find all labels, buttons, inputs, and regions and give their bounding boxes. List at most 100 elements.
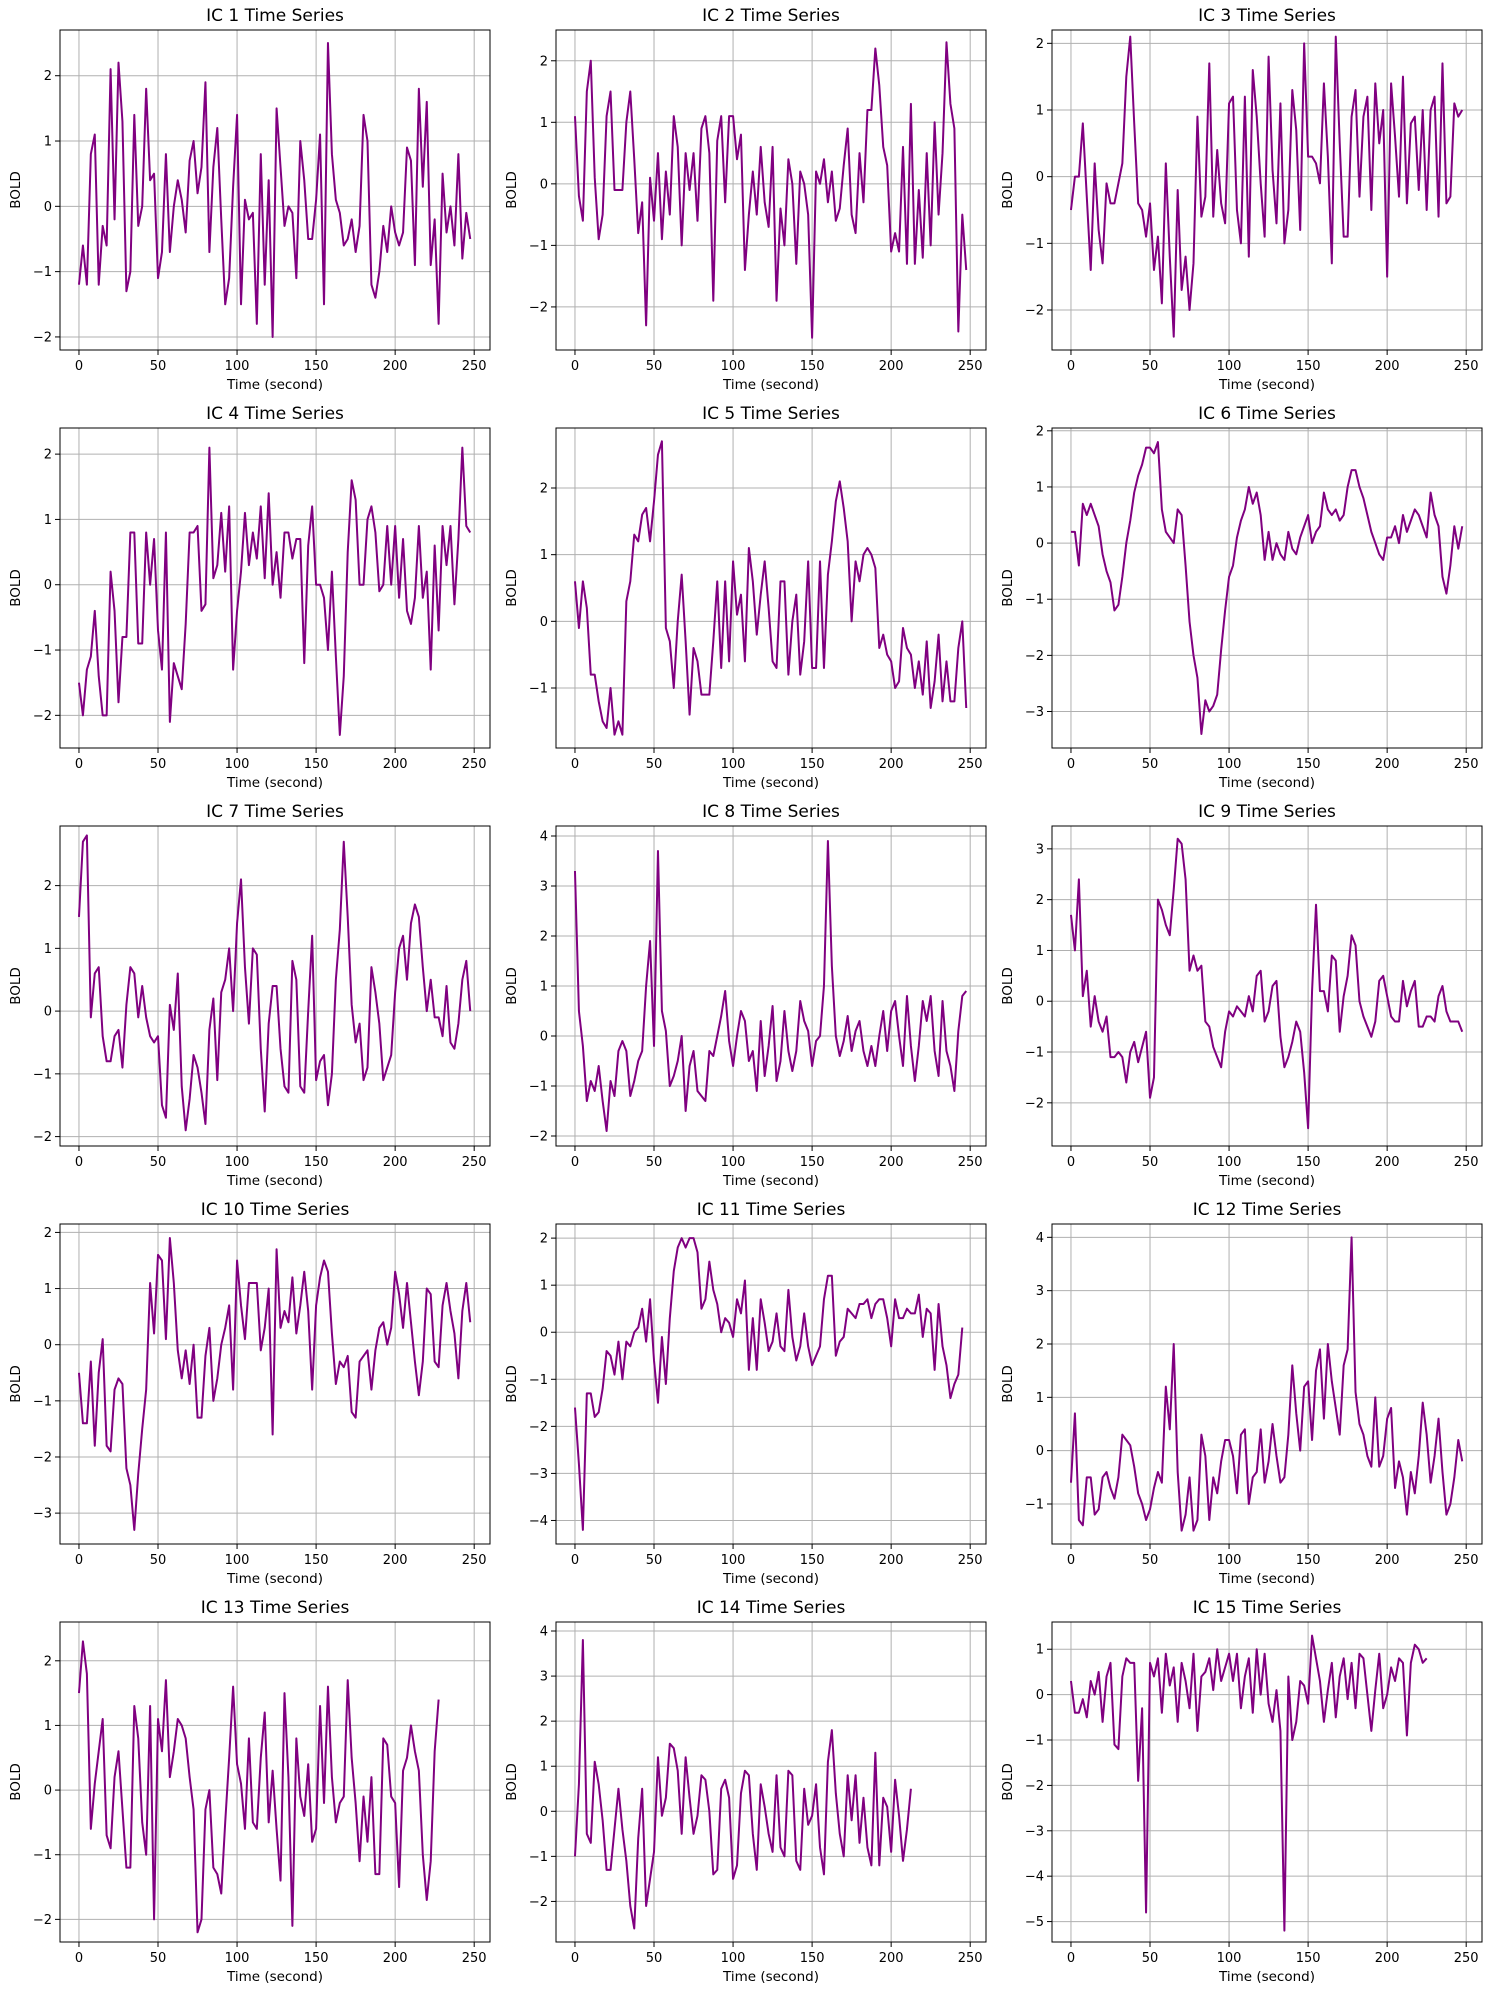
x-tick-label: 0 [571, 1553, 579, 1568]
y-tick-label: −1 [33, 1394, 52, 1409]
x-tick-label: 100 [721, 757, 746, 772]
y-axis-label: BOLD [8, 569, 24, 607]
x-tick-label: 50 [150, 1951, 167, 1966]
x-axis-label: Time (second) [1218, 1173, 1315, 1189]
chart-title: IC 3 Time Series [1198, 6, 1336, 26]
plot-frame [555, 29, 987, 351]
x-tick-label: 100 [1217, 757, 1242, 772]
y-tick-label: −1 [33, 265, 52, 280]
series-line-ic-6 [1070, 441, 1464, 735]
series-line-ic-7 [77, 834, 472, 1132]
chart-panel-ic-13: 0 50 100 150 200 250 −2 −1 0 1 2 IC 13 Time Series T… [8, 1598, 491, 1985]
x-tick-label: 200 [1375, 1155, 1400, 1170]
y-tick-label: 4 [1036, 1231, 1044, 1246]
x-tick-label: 50 [646, 1951, 663, 1966]
x-tick-label: 150 [800, 1553, 825, 1568]
chart-title: IC 10 Time Series [201, 1200, 350, 1220]
chart-panel-ic-2: 0 50 100 150 200 250 −2 −1 0 1 2 IC 2 Time Series Ti… [504, 6, 987, 393]
x-axis-label: Time (second) [722, 377, 819, 393]
chart-title: IC 11 Time Series [697, 1200, 846, 1220]
x-axis-label: Time (second) [226, 775, 323, 791]
x-tick-label: 200 [879, 757, 904, 772]
x-tick-label: 0 [1067, 1155, 1075, 1170]
chart-panel-ic-12: 0 50 100 150 200 250 −1 0 1 2 3 4 IC 12 Time Series T… [1000, 1200, 1483, 1587]
x-axis-label: Time (second) [1218, 1571, 1315, 1587]
y-tick-label: −3 [1025, 1824, 1044, 1839]
x-tick-label: 250 [1454, 1951, 1479, 1966]
y-tick-label: 1 [540, 980, 548, 995]
x-tick-label: 150 [800, 757, 825, 772]
x-tick-label: 50 [1142, 359, 1159, 374]
y-tick-label: −5 [1025, 1915, 1044, 1930]
x-tick-label: 250 [1454, 359, 1479, 374]
y-tick-label: −2 [529, 1895, 548, 1910]
series-line-ic-9 [1069, 837, 1464, 1130]
x-tick-label: 200 [879, 1553, 904, 1568]
y-axis-label: BOLD [1000, 171, 1016, 209]
x-axis-label: Time (second) [722, 775, 819, 791]
x-tick-label: 150 [800, 1951, 825, 1966]
x-tick-label: 0 [1067, 1553, 1075, 1568]
x-tick-label: 0 [1067, 757, 1075, 772]
y-tick-label: 4 [540, 830, 548, 845]
chart-title: IC 9 Time Series [1198, 802, 1336, 822]
y-axis-label: BOLD [504, 569, 520, 607]
plot-frame [59, 29, 491, 351]
y-tick-label: −3 [529, 1467, 548, 1482]
y-tick-label: 2 [44, 448, 52, 463]
x-tick-label: 200 [383, 757, 408, 772]
x-tick-label: 250 [1454, 1155, 1479, 1170]
y-tick-label: −1 [33, 1848, 52, 1863]
x-tick-label: 0 [571, 1155, 579, 1170]
x-tick-label: 100 [225, 757, 250, 772]
x-tick-label: 50 [1142, 1951, 1159, 1966]
y-tick-label: 0 [44, 578, 52, 593]
x-axis-label: Time (second) [722, 1969, 819, 1985]
y-tick-label: −3 [33, 1507, 52, 1522]
x-tick-label: 200 [383, 359, 408, 374]
x-tick-label: 100 [1217, 1155, 1242, 1170]
y-axis-label: BOLD [8, 967, 24, 1005]
x-tick-label: 250 [462, 359, 487, 374]
series-line-ic-10 [77, 1237, 472, 1531]
y-tick-label: 2 [540, 54, 548, 69]
x-axis-label: Time (second) [226, 1571, 323, 1587]
x-tick-label: 150 [800, 1155, 825, 1170]
y-tick-label: 0 [1036, 170, 1044, 185]
y-axis-label: BOLD [504, 967, 520, 1005]
chart-title: IC 4 Time Series [206, 404, 344, 424]
y-tick-label: 2 [44, 879, 52, 894]
x-tick-label: 0 [571, 757, 579, 772]
y-axis-label: BOLD [504, 1365, 520, 1403]
chart-panel-ic-9: 0 50 100 150 200 250 −2 −1 0 1 2 3 IC 9 Time Series T… [1000, 802, 1483, 1189]
plot-frame [555, 1223, 987, 1545]
series-line-ic-5 [573, 440, 968, 736]
y-axis-label: BOLD [1000, 1365, 1016, 1403]
chart-title: IC 15 Time Series [1193, 1598, 1342, 1618]
x-axis-label: Time (second) [226, 377, 323, 393]
y-tick-label: −1 [529, 1850, 548, 1865]
y-tick-label: 0 [44, 200, 52, 215]
x-axis-label: Time (second) [1218, 1969, 1315, 1985]
y-tick-label: −2 [33, 1450, 52, 1465]
x-tick-label: 100 [721, 1553, 746, 1568]
y-tick-label: 3 [540, 880, 548, 895]
chart-title: IC 2 Time Series [702, 6, 840, 26]
y-tick-label: 0 [1036, 537, 1044, 552]
x-tick-label: 0 [75, 1155, 83, 1170]
series-line-ic-15 [1069, 1634, 1428, 1932]
x-tick-label: 200 [1375, 757, 1400, 772]
chart-panel-ic-3: 0 50 100 150 200 250 −2 −1 0 1 2 IC 3 Time Series Ti… [1000, 6, 1483, 393]
y-tick-label: 0 [1036, 995, 1044, 1010]
y-tick-label: 2 [540, 1232, 548, 1247]
x-tick-label: 250 [958, 359, 983, 374]
y-axis-label: BOLD [1000, 967, 1016, 1005]
x-tick-label: 250 [462, 757, 487, 772]
plot-frame [59, 427, 491, 749]
plot-frame [1051, 825, 1483, 1147]
x-tick-label: 0 [75, 757, 83, 772]
x-tick-label: 150 [304, 359, 329, 374]
y-tick-label: −2 [33, 1130, 52, 1145]
y-tick-label: 0 [44, 1005, 52, 1020]
x-tick-label: 150 [1296, 1155, 1321, 1170]
